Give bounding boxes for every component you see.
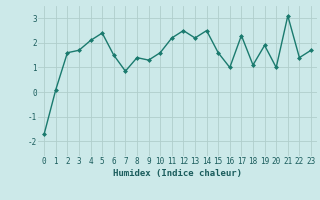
X-axis label: Humidex (Indice chaleur): Humidex (Indice chaleur) — [113, 169, 242, 178]
